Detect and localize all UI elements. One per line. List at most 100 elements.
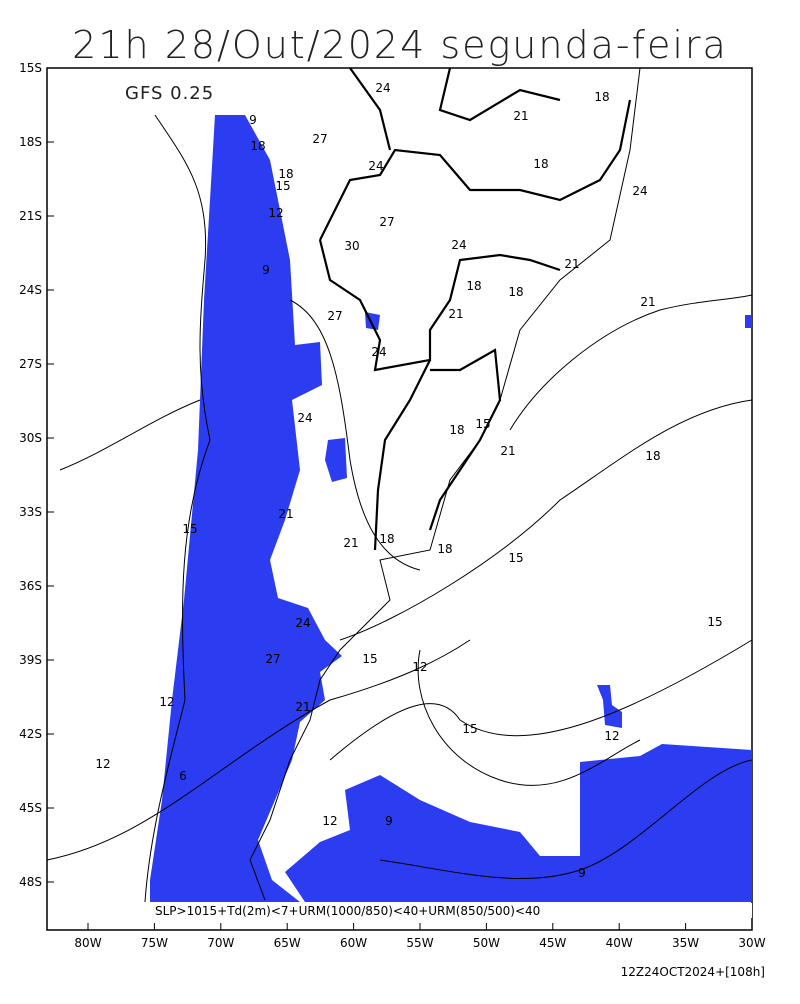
- contour-label: 18: [449, 423, 464, 437]
- contour-label: 24: [297, 411, 312, 425]
- contour-label: 12: [604, 729, 619, 743]
- contour-label: 21: [448, 307, 463, 321]
- lon-label: 75W: [141, 936, 168, 950]
- lat-label: 30S: [19, 431, 42, 445]
- contour-label: 12: [322, 814, 337, 828]
- contour-label: 12: [95, 757, 110, 771]
- border: [349, 67, 561, 151]
- lat-label: 48S: [19, 875, 42, 889]
- contour-label: 24: [375, 81, 390, 95]
- contour-label: 27: [312, 132, 327, 146]
- contour-line: [46, 639, 471, 861]
- contour-label: 30: [344, 239, 359, 253]
- lon-label: 70W: [207, 936, 234, 950]
- border: [319, 99, 632, 241]
- lat-label: 24S: [19, 283, 42, 297]
- contour-label: 18: [594, 90, 609, 104]
- contour-label: 21: [564, 257, 579, 271]
- contour-label: 21: [343, 536, 358, 550]
- dry-areas: [150, 115, 752, 902]
- contour-line: [329, 639, 753, 761]
- criteria: SLP>1015+Td(2m)<7+URM(1000/850)<40+URM(8…: [155, 904, 540, 918]
- contour-label: 18: [645, 449, 660, 463]
- map-title: 21h 28/Out/2024 segunda-feira: [72, 23, 728, 67]
- contour-label: 15: [475, 417, 490, 431]
- contour-label: 15: [462, 722, 477, 736]
- contour-label: 18: [466, 279, 481, 293]
- lon-label: 45W: [539, 936, 566, 950]
- lat-label: 15S: [19, 61, 42, 75]
- contour-label: 27: [265, 652, 280, 666]
- lon-label: 50W: [473, 936, 500, 950]
- coastline: [249, 67, 641, 901]
- lon-label: 80W: [74, 936, 101, 950]
- contour-label: 15: [275, 179, 290, 193]
- contour-line: [339, 399, 753, 641]
- contour-line: [417, 649, 641, 786]
- contour-label: 21: [640, 295, 655, 309]
- contour-label: 9: [262, 263, 270, 277]
- contour-label: 18: [278, 167, 293, 181]
- lon-label: 55W: [406, 936, 433, 950]
- contour-label: 18: [379, 532, 394, 546]
- contour-label: 9: [249, 113, 257, 127]
- contour-label: 12: [159, 695, 174, 709]
- contour-label: 9: [578, 866, 586, 880]
- small-area: [745, 315, 752, 328]
- lon-label: 60W: [340, 936, 367, 950]
- contour-label: 24: [295, 616, 310, 630]
- small-area: [597, 685, 622, 728]
- andes-area: [150, 115, 342, 902]
- contour-label: 24: [451, 238, 466, 252]
- contour-label: 21: [513, 109, 528, 123]
- ocean-area: [285, 744, 752, 902]
- contour-label: 12: [412, 660, 427, 674]
- footer-box: [150, 903, 752, 918]
- contour-label: 24: [632, 184, 647, 198]
- contour-label: 27: [379, 215, 394, 229]
- contour-label: 12: [268, 206, 283, 220]
- border: [373, 359, 431, 551]
- contour-label: 18: [533, 157, 548, 171]
- borders: [318, 67, 632, 551]
- map-area: GFS 0.25 SLP>1015+Td(2m)<7+URM(1000/850)…: [46, 67, 753, 931]
- contour-label: 6: [179, 769, 187, 783]
- lat-label: 45S: [19, 801, 42, 815]
- small-area: [325, 438, 347, 482]
- lat-label: 36S: [19, 579, 42, 593]
- contour-line: [289, 299, 421, 571]
- contour-label: 9: [385, 814, 393, 828]
- contour-label: 21: [278, 507, 293, 521]
- contour-label: 18: [250, 139, 265, 153]
- lat-label: 42S: [19, 727, 42, 741]
- border: [428, 348, 502, 531]
- lat-label: 21S: [19, 209, 42, 223]
- lon-label: 40W: [606, 936, 633, 950]
- contour-label: 24: [371, 345, 386, 359]
- contour-line: [509, 294, 753, 431]
- lat-axis: 15S 18S 21S 24S 27S 30S 33S 36S 39S 42S 45S 48S: [19, 61, 54, 889]
- contour-label: 15: [707, 615, 722, 629]
- lon-label: 65W: [274, 936, 301, 950]
- lat-label: 33S: [19, 505, 42, 519]
- contour-line: [59, 399, 201, 471]
- contour-label: 15: [182, 522, 197, 536]
- lon-label: 35W: [672, 936, 699, 950]
- contour-label: 21: [295, 700, 310, 714]
- lat-label: 18S: [19, 135, 42, 149]
- contour-label: 15: [508, 551, 523, 565]
- border: [318, 239, 561, 372]
- contour-label: 18: [508, 285, 523, 299]
- contour-label: 27: [327, 309, 342, 323]
- contour-label: 18: [437, 542, 452, 556]
- contour-label: 15: [362, 652, 377, 666]
- lat-label: 27S: [19, 357, 42, 371]
- run-label: 12Z24OCT2024+[108h]: [621, 965, 765, 979]
- west-coast: [144, 114, 211, 903]
- lat-label: 39S: [19, 653, 42, 667]
- lon-axis: 80W 75W 70W 65W 60W 55W 50W 45W 40W 35W 30W: [74, 923, 766, 950]
- contour-label: 21: [500, 444, 515, 458]
- model-label: GFS 0.25: [125, 83, 214, 104]
